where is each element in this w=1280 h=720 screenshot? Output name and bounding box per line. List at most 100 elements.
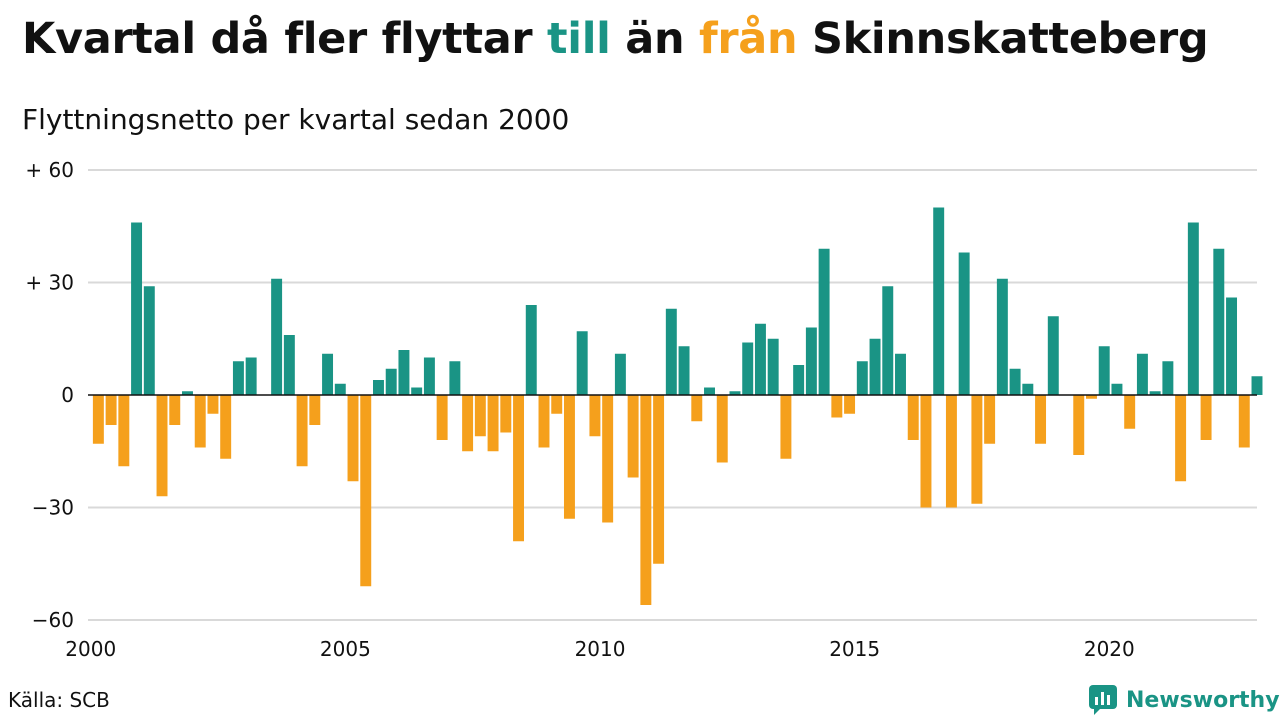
bar: [589, 395, 601, 437]
bar: [398, 350, 410, 395]
brand-name: Newsworthy: [1126, 687, 1280, 713]
bar: [856, 361, 868, 395]
x-tick-label: 2000: [65, 637, 116, 661]
y-tick-label: + 30: [25, 271, 74, 295]
bar: [92, 395, 104, 444]
bar: [232, 361, 244, 395]
bar: [487, 395, 499, 452]
bar: [1009, 368, 1021, 395]
bar: [1098, 346, 1110, 395]
title-fran-highlight: från: [698, 14, 798, 64]
bar: [831, 395, 843, 418]
bar: [1200, 395, 1212, 440]
bar: [1226, 297, 1238, 395]
bar: [194, 395, 206, 448]
bar: [742, 342, 754, 395]
bar: [373, 380, 384, 395]
x-tick-label: 2005: [320, 637, 371, 661]
bar: [525, 305, 537, 395]
y-tick-label: 0: [61, 383, 74, 407]
source-note: Källa: SCB: [8, 688, 110, 712]
bar: [1187, 222, 1199, 395]
bar: [1213, 248, 1225, 395]
bar: [614, 353, 626, 395]
title-part-3: Skinnskatteberg: [797, 14, 1209, 64]
bar: [1047, 316, 1059, 395]
bar: [118, 395, 130, 467]
bar: [436, 395, 448, 440]
bar: [474, 395, 486, 437]
bar: [385, 368, 397, 395]
bar: [920, 395, 932, 508]
bar: [665, 308, 677, 395]
bar: [984, 395, 996, 444]
chart-title: Kvartal då fler flyttar till än från Ski…: [22, 14, 1209, 64]
bar: [1124, 395, 1136, 429]
bar: [716, 395, 728, 463]
bar: [1251, 376, 1263, 395]
bar: [602, 395, 614, 523]
title-till-highlight: till: [547, 14, 611, 64]
y-tick-label: −60: [32, 608, 74, 632]
bar: [423, 357, 435, 395]
bar: [1162, 361, 1174, 395]
bar: [1238, 395, 1250, 448]
bar: [271, 278, 283, 395]
bar: [869, 338, 881, 395]
bar: [640, 395, 652, 605]
bar: [156, 395, 168, 497]
bar: [1136, 353, 1148, 395]
bar: [704, 387, 715, 395]
x-tick-label: 2015: [829, 637, 880, 661]
bar: [563, 395, 575, 519]
bar: [933, 207, 945, 395]
title-part-2: än: [610, 14, 699, 64]
grid-lines: [88, 169, 1257, 621]
bar: [805, 327, 817, 395]
bar: [996, 278, 1008, 395]
x-tick-label: 2010: [575, 637, 626, 661]
chart-subtitle: Flyttningsnetto per kvartal sedan 2000: [22, 103, 570, 136]
bar: [143, 286, 155, 395]
bar: [627, 395, 639, 478]
bar: [1086, 395, 1097, 399]
bar: [895, 353, 906, 395]
x-tick-label: 2020: [1084, 637, 1135, 661]
axes: + 60 + 30 0 −30 −60 2000 2005 2010 2015 2020: [25, 158, 1257, 661]
bar: [105, 395, 117, 425]
bars: [92, 207, 1263, 605]
bar: [1175, 395, 1187, 482]
bar: [844, 395, 856, 414]
bar: [818, 248, 830, 395]
bar: [907, 395, 919, 440]
bar: [691, 395, 703, 422]
bar: [767, 338, 779, 395]
bar: [1149, 391, 1161, 395]
bar: [1035, 395, 1047, 444]
bar: [754, 323, 766, 395]
bar: [653, 395, 665, 564]
bar: [309, 395, 321, 425]
bar: [958, 252, 970, 395]
bar: [882, 286, 894, 395]
bar: [513, 395, 525, 542]
bar: [283, 335, 295, 395]
bar: [551, 395, 563, 414]
brand-logo: Newsworthy: [1088, 684, 1280, 716]
bar: [793, 365, 805, 395]
bar: [1111, 383, 1123, 395]
y-tick-label: −30: [32, 496, 74, 520]
bar: [1022, 383, 1034, 395]
bar: [1073, 395, 1085, 455]
bar: [207, 395, 219, 414]
bar: [411, 387, 423, 395]
bar-chart-bubble-icon: [1089, 685, 1117, 715]
bar: [245, 357, 257, 395]
bar: [449, 361, 461, 395]
bar-chart: + 60 + 30 0 −30 −60 2000 2005 2010 2015 2020: [25, 158, 1263, 661]
bar: [220, 395, 232, 459]
bar: [360, 395, 372, 587]
title-part-1: Kvartal då fler flyttar: [22, 14, 547, 64]
bar: [131, 222, 143, 395]
bar: [500, 395, 512, 433]
